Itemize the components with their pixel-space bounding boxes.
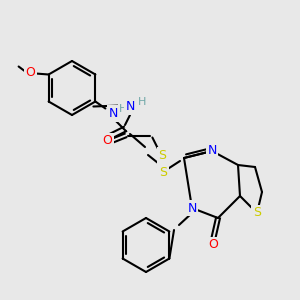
Text: N: N <box>187 202 197 214</box>
Text: N: N <box>125 100 135 113</box>
Text: H: H <box>119 103 128 113</box>
Text: N: N <box>109 107 118 120</box>
Text: O: O <box>102 134 112 148</box>
Text: O: O <box>102 139 112 152</box>
Text: N: N <box>207 145 217 158</box>
Text: O: O <box>208 238 218 251</box>
Text: O: O <box>26 66 36 79</box>
Text: S: S <box>158 149 166 162</box>
Text: S: S <box>159 166 167 178</box>
Text: H: H <box>138 97 146 107</box>
Text: S: S <box>253 206 261 220</box>
